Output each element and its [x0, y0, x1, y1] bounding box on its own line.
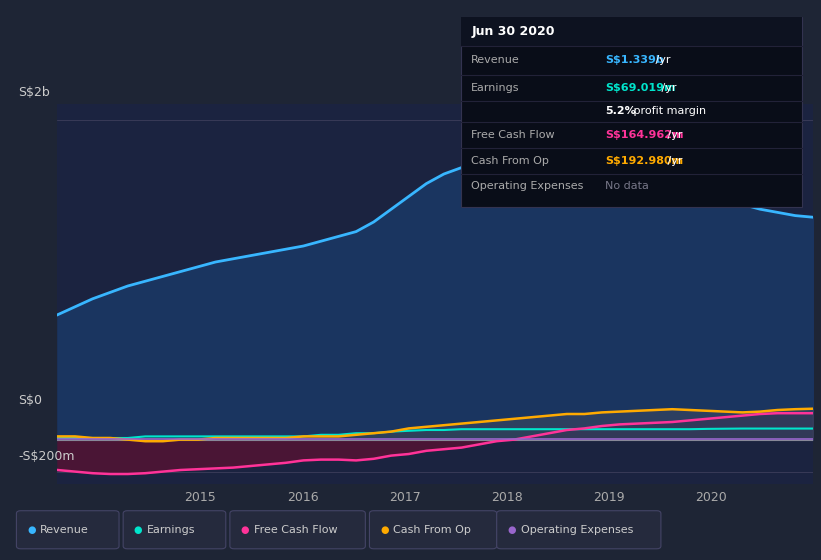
Text: /yr: /yr — [664, 130, 683, 140]
Text: Revenue: Revenue — [40, 525, 89, 535]
Text: S$1.339b: S$1.339b — [605, 55, 664, 66]
Text: Free Cash Flow: Free Cash Flow — [254, 525, 337, 535]
Text: No data: No data — [605, 181, 649, 192]
Text: ●: ● — [507, 525, 516, 535]
Text: S$2b: S$2b — [18, 86, 50, 99]
Text: ●: ● — [27, 525, 35, 535]
Text: ●: ● — [380, 525, 388, 535]
Text: Cash From Op: Cash From Op — [471, 156, 549, 166]
Text: S$164.962m: S$164.962m — [605, 130, 684, 140]
Text: /yr: /yr — [653, 55, 671, 66]
Text: ●: ● — [241, 525, 249, 535]
Text: S$69.019m: S$69.019m — [605, 83, 676, 93]
Text: Earnings: Earnings — [471, 83, 520, 93]
Text: Revenue: Revenue — [471, 55, 520, 66]
Text: ●: ● — [134, 525, 142, 535]
Text: Operating Expenses: Operating Expenses — [471, 181, 584, 192]
Text: -S$200m: -S$200m — [18, 450, 75, 463]
Text: Cash From Op: Cash From Op — [393, 525, 471, 535]
Text: Free Cash Flow: Free Cash Flow — [471, 130, 555, 140]
Text: profit margin: profit margin — [630, 106, 706, 116]
Text: S$192.980m: S$192.980m — [605, 156, 683, 166]
Text: Operating Expenses: Operating Expenses — [521, 525, 633, 535]
Text: Earnings: Earnings — [147, 525, 195, 535]
Text: Jun 30 2020: Jun 30 2020 — [471, 25, 555, 38]
Text: /yr: /yr — [664, 156, 683, 166]
Text: 5.2%: 5.2% — [605, 106, 635, 116]
Text: /yr: /yr — [658, 83, 677, 93]
Text: S$0: S$0 — [18, 394, 42, 407]
